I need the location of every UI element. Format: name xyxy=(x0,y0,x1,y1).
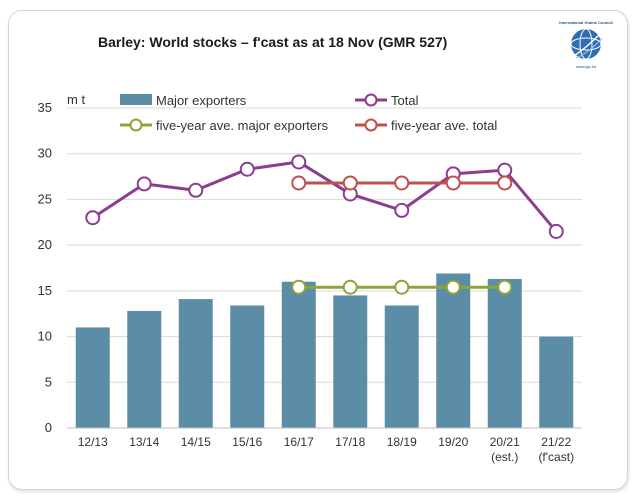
series-point xyxy=(394,175,410,191)
y-tick-label: 15 xyxy=(38,283,52,298)
series-point xyxy=(497,175,513,191)
legend-label: five-year ave. total xyxy=(391,118,497,133)
series-point xyxy=(291,175,307,191)
chart-frame xyxy=(8,10,628,490)
series-point xyxy=(342,175,358,191)
x-tick-label: 15/16 xyxy=(232,435,262,449)
legend-marker xyxy=(364,118,378,132)
legend-swatch xyxy=(120,94,152,105)
legend-label: five-year ave. major exporters xyxy=(156,118,328,133)
y-tick-label: 0 xyxy=(45,420,52,435)
series-point xyxy=(291,154,307,170)
chart-title: Barley: World stocks – f'cast as at 18 N… xyxy=(98,34,448,50)
series-point xyxy=(136,176,152,192)
x-tick-label: 19/20 xyxy=(438,435,468,449)
x-tick-label: 12/13 xyxy=(78,435,108,449)
bar xyxy=(75,327,110,428)
series-point xyxy=(85,210,101,226)
legend: Major exporters Total five-year ave. major… xyxy=(120,93,497,133)
x-tick-label: 16/17 xyxy=(284,435,314,449)
bar xyxy=(384,305,419,428)
series-point xyxy=(394,279,410,295)
x-tick-label: 21/22 xyxy=(541,435,571,449)
series-point xyxy=(497,162,513,178)
logo-org-name: International Grains Council xyxy=(559,20,613,25)
y-tick-label: 5 xyxy=(45,374,52,389)
bar xyxy=(333,295,368,428)
bar xyxy=(281,281,316,428)
bar xyxy=(487,278,522,428)
series-point xyxy=(445,175,461,191)
x-tick-label: 13/14 xyxy=(129,435,159,449)
y-axis: 0 5 10 15 20 25 30 35 m t xyxy=(38,92,86,435)
bar xyxy=(436,273,471,428)
x-tick-label: 14/15 xyxy=(181,435,211,449)
x-axis: 12/13 13/14 14/15 15/16 16/17 17/18 18/19 19/20… xyxy=(67,427,582,464)
series-point xyxy=(445,279,461,295)
logo-url: www.igc.int xyxy=(575,64,596,69)
legend-label: Total xyxy=(391,93,419,108)
series-point xyxy=(342,279,358,295)
bar-series xyxy=(75,273,574,428)
bar xyxy=(178,299,213,428)
bar xyxy=(230,305,265,428)
x-tick-label: (f'cast) xyxy=(538,450,574,464)
x-tick-label: 20/21 xyxy=(490,435,520,449)
x-tick-label: 18/19 xyxy=(387,435,417,449)
x-tick-label: (est.) xyxy=(491,450,518,464)
series-line xyxy=(91,160,558,233)
x-tick-label: 17/18 xyxy=(335,435,365,449)
y-tick-label: 25 xyxy=(38,191,52,206)
bar xyxy=(539,336,574,428)
legend-marker xyxy=(129,118,143,132)
series-point xyxy=(394,202,410,218)
series-point xyxy=(188,182,204,198)
y-axis-label: m t xyxy=(67,92,85,107)
y-tick-label: 20 xyxy=(38,237,52,252)
bar xyxy=(127,310,162,428)
series-point xyxy=(497,279,513,295)
series-point xyxy=(239,161,255,177)
legend-marker xyxy=(364,93,378,107)
legend-label: Major exporters xyxy=(156,93,247,108)
line-series xyxy=(85,154,564,295)
y-tick-label: 30 xyxy=(38,146,52,161)
series-point xyxy=(548,223,564,239)
igc-logo: International Grains Council www.igc.int xyxy=(552,20,620,76)
globe-icon xyxy=(570,28,603,60)
y-tick-label: 35 xyxy=(38,100,52,115)
series-point xyxy=(291,279,307,295)
y-tick-label: 10 xyxy=(38,329,52,344)
